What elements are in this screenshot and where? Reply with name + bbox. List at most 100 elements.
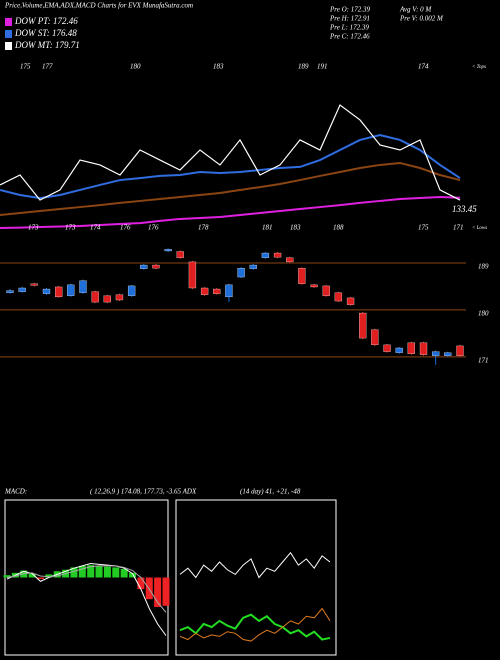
candle-body — [213, 288, 221, 294]
candle-body — [273, 252, 282, 258]
candle-body — [237, 268, 245, 278]
candle-body — [322, 285, 330, 296]
candle-body — [225, 284, 233, 298]
top-label: 191 — [317, 63, 328, 71]
macd-histogram-bar — [120, 568, 128, 578]
candle-body — [103, 295, 111, 303]
candle-body — [383, 344, 391, 352]
macd-subtitle: ( 12,26,9 ) 174.08, 177.73, -3.65 ADX — [90, 488, 197, 496]
candle-body — [188, 261, 197, 289]
info: Pre C: 172.46 — [329, 33, 370, 41]
legend-label: DOW PT: 172.46 — [14, 16, 78, 26]
candle-body — [79, 280, 87, 293]
low-label: 176 — [120, 224, 131, 232]
adx-title: (14 day) 41, +21, -48 — [240, 488, 301, 496]
macd-title: MACD: — [4, 488, 27, 496]
candle-body — [346, 297, 355, 305]
top-label: 177 — [42, 63, 53, 71]
tops-label: < Tops — [472, 65, 486, 70]
macd-histogram-bar — [87, 565, 95, 578]
legend-swatch — [5, 30, 12, 38]
adx-line — [179, 551, 331, 579]
low-label: 181 — [262, 224, 273, 232]
candle-body — [54, 286, 63, 298]
macd-histogram-bar — [36, 577, 44, 580]
candle-body — [261, 252, 270, 258]
info: Avg V: 0 M — [399, 6, 432, 14]
candle-body — [286, 257, 294, 263]
legend-label: DOW ST: 176.48 — [14, 28, 77, 38]
legend-swatch — [5, 42, 12, 50]
top-label: 174 — [418, 63, 429, 71]
macd-histogram-bar — [3, 575, 11, 578]
candle-body — [91, 291, 99, 303]
macd-histogram-bar — [154, 577, 162, 607]
info: Pre L: 172.39 — [329, 24, 369, 32]
low-label: 176 — [148, 224, 159, 232]
top-label: 175 — [20, 63, 31, 71]
candle-body — [444, 352, 452, 356]
candle-body — [395, 347, 403, 353]
info: Pre H: 172.91 — [329, 15, 370, 23]
adx-line — [179, 613, 331, 641]
low-label: 178 — [198, 224, 209, 232]
candle-body — [359, 312, 367, 339]
candle-body — [176, 251, 184, 258]
macd-histogram-bar — [112, 567, 120, 578]
info: Pre O: 172.39 — [329, 6, 370, 14]
candle-body — [152, 264, 160, 269]
candle-body — [164, 249, 172, 252]
ema-line — [0, 195, 461, 229]
macd-histogram-bar — [45, 574, 53, 578]
candle-body — [456, 345, 464, 356]
candle-body — [371, 329, 379, 346]
y-tick-label: 180 — [478, 310, 489, 318]
candle-body — [419, 342, 428, 355]
value-label: 133.45 — [452, 204, 477, 214]
candle-body — [310, 284, 318, 288]
candle-body — [115, 294, 124, 301]
lows-label: < Lows — [472, 226, 487, 231]
macd-histogram-bar — [103, 566, 111, 578]
legend-label: DOW MT: 179.71 — [14, 40, 80, 50]
candle-body — [140, 264, 148, 269]
macd-histogram-bar — [70, 567, 78, 578]
low-label: 173 — [65, 224, 76, 232]
macd-histogram-bar — [162, 577, 170, 606]
ema-line — [0, 104, 461, 201]
info: Pre V: 0.002 M — [399, 15, 444, 23]
macd-histogram-bar — [95, 565, 103, 578]
macd-line — [6, 563, 167, 636]
y-tick-label: 171 — [478, 356, 489, 364]
low-label: 183 — [290, 224, 301, 232]
ema-line — [0, 134, 461, 200]
ema-line — [0, 161, 461, 216]
candle-body — [18, 287, 26, 292]
macd-histogram-bar — [137, 577, 145, 590]
macd-histogram-bar — [129, 572, 137, 578]
candle-body — [407, 342, 416, 354]
candle-body — [334, 292, 343, 302]
candle-body — [127, 285, 136, 296]
low-label: 175 — [418, 224, 429, 232]
low-label: 173 — [28, 224, 39, 232]
y-tick-label: 189 — [478, 263, 489, 271]
adx-line — [179, 607, 331, 642]
low-label: 188 — [333, 224, 344, 232]
candle-body — [6, 290, 14, 293]
top-label: 180 — [130, 63, 141, 71]
low-label: 171 — [453, 224, 464, 232]
top-label: 189 — [298, 63, 309, 71]
candle-body — [42, 288, 51, 294]
top-label: 183 — [213, 63, 224, 71]
candle-body — [67, 284, 75, 296]
candle-body — [30, 283, 38, 286]
legend-swatch — [5, 18, 12, 26]
chart-title: Price,Volume,EMA,ADX,MACD Charts for EVX… — [4, 2, 193, 10]
candle-body — [432, 351, 440, 356]
candle-body — [200, 287, 209, 295]
macd-histogram-bar — [78, 565, 86, 578]
low-label: 174 — [90, 224, 101, 232]
candle-body — [249, 264, 257, 269]
